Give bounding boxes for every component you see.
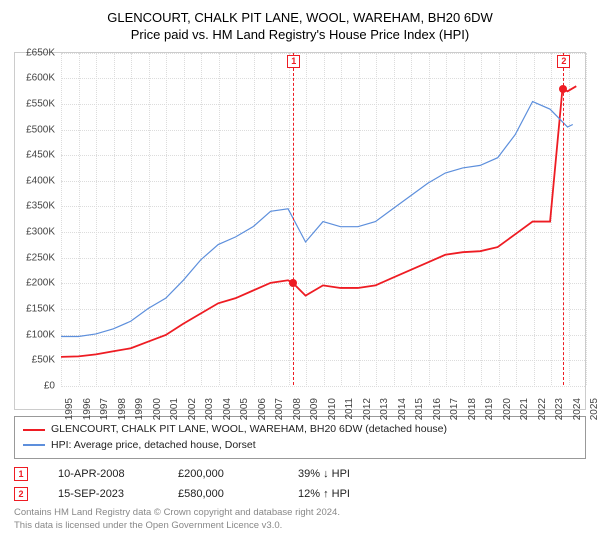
y-tick-label: £0 xyxy=(44,380,55,391)
marker-dot xyxy=(559,85,567,93)
y-tick-label: £150K xyxy=(26,303,55,314)
plot-region: 12 xyxy=(61,53,585,385)
transaction-date: 15-SEP-2023 xyxy=(58,488,148,500)
y-tick-label: £300K xyxy=(26,227,55,238)
x-tick-label: 1995 xyxy=(64,398,75,420)
chart-area: £0 £50K £100K £150K £200K £250K £300K £350K £400… xyxy=(14,52,586,410)
x-tick-label: 2010 xyxy=(327,398,338,420)
title-line1: GLENCOURT, CHALK PIT LANE, WOOL, WAREHAM… xyxy=(14,10,586,27)
y-tick-label: £550K xyxy=(26,99,55,110)
x-tick-label: 1996 xyxy=(82,398,93,420)
legend-label-property: GLENCOURT, CHALK PIT LANE, WOOL, WAREHAM… xyxy=(51,422,447,438)
y-tick-label: £500K xyxy=(26,124,55,135)
legend-label-hpi: HPI: Average price, detached house, Dors… xyxy=(51,438,256,454)
x-tick-label: 2017 xyxy=(449,398,460,420)
x-tick-label: 2018 xyxy=(467,398,478,420)
footer: Contains HM Land Registry data © Crown c… xyxy=(14,507,586,532)
transaction-row: 1 10-APR-2008 £200,000 39% ↓ HPI xyxy=(14,467,586,481)
x-tick-label: 2012 xyxy=(362,398,373,420)
x-tick-label: 2016 xyxy=(432,398,443,420)
marker-label: 1 xyxy=(287,55,300,68)
x-tick-label: 2009 xyxy=(309,398,320,420)
x-tick-label: 2014 xyxy=(397,398,408,420)
title-line2: Price paid vs. HM Land Registry's House … xyxy=(14,27,586,44)
marker-dot xyxy=(289,279,297,287)
x-tick-label: 2013 xyxy=(379,398,390,420)
legend-item-hpi: HPI: Average price, detached house, Dors… xyxy=(23,438,577,454)
x-tick-label: 1998 xyxy=(117,398,128,420)
marker-label: 2 xyxy=(557,55,570,68)
footer-line2: This data is licensed under the Open Gov… xyxy=(14,520,586,532)
transaction-diff: 39% ↓ HPI xyxy=(298,468,388,480)
y-tick-label: £650K xyxy=(26,47,55,58)
x-axis: 1995199619971998199920002001200220032004… xyxy=(61,385,585,409)
y-tick-label: £450K xyxy=(26,150,55,161)
x-tick-label: 2019 xyxy=(484,398,495,420)
transaction-table: 1 10-APR-2008 £200,000 39% ↓ HPI 2 15-SE… xyxy=(14,467,586,501)
legend-swatch-property xyxy=(23,429,45,431)
x-tick-label: 2001 xyxy=(169,398,180,420)
y-tick-label: £50K xyxy=(32,355,55,366)
transaction-row: 2 15-SEP-2023 £580,000 12% ↑ HPI xyxy=(14,487,586,501)
y-axis: £0 £50K £100K £150K £200K £250K £300K £350K £400… xyxy=(15,53,61,409)
x-tick-label: 2021 xyxy=(519,398,530,420)
y-tick-label: £350K xyxy=(26,201,55,212)
footer-line1: Contains HM Land Registry data © Crown c… xyxy=(14,507,586,519)
series-hpi xyxy=(61,101,573,336)
x-tick-label: 2000 xyxy=(152,398,163,420)
x-tick-label: 2002 xyxy=(187,398,198,420)
x-tick-label: 2005 xyxy=(239,398,250,420)
x-tick-label: 2003 xyxy=(204,398,215,420)
x-tick-label: 2020 xyxy=(502,398,513,420)
y-tick-label: £600K xyxy=(26,73,55,84)
x-tick-label: 2025 xyxy=(589,398,600,420)
x-tick-label: 2024 xyxy=(572,398,583,420)
transaction-price: £580,000 xyxy=(178,488,268,500)
chart-title: GLENCOURT, CHALK PIT LANE, WOOL, WAREHAM… xyxy=(14,10,586,44)
y-tick-label: £400K xyxy=(26,175,55,186)
marker-line xyxy=(563,53,564,385)
transaction-marker: 1 xyxy=(14,467,28,481)
x-tick-label: 2006 xyxy=(257,398,268,420)
transaction-diff: 12% ↑ HPI xyxy=(298,488,388,500)
x-tick-label: 1997 xyxy=(99,398,110,420)
x-tick-label: 2008 xyxy=(292,398,303,420)
x-tick-label: 2022 xyxy=(537,398,548,420)
y-tick-label: £100K xyxy=(26,329,55,340)
x-tick-label: 2011 xyxy=(344,398,355,420)
marker-line xyxy=(293,53,294,385)
x-tick-label: 2023 xyxy=(554,398,565,420)
x-tick-label: 2004 xyxy=(222,398,233,420)
legend: GLENCOURT, CHALK PIT LANE, WOOL, WAREHAM… xyxy=(14,416,586,460)
y-tick-label: £250K xyxy=(26,252,55,263)
y-tick-label: £200K xyxy=(26,278,55,289)
x-tick-label: 2007 xyxy=(274,398,285,420)
transaction-marker: 2 xyxy=(14,487,28,501)
legend-swatch-hpi xyxy=(23,444,45,446)
x-tick-label: 2015 xyxy=(414,398,425,420)
transaction-date: 10-APR-2008 xyxy=(58,468,148,480)
legend-item-property: GLENCOURT, CHALK PIT LANE, WOOL, WAREHAM… xyxy=(23,422,577,438)
x-tick-label: 1999 xyxy=(134,398,145,420)
transaction-price: £200,000 xyxy=(178,468,268,480)
